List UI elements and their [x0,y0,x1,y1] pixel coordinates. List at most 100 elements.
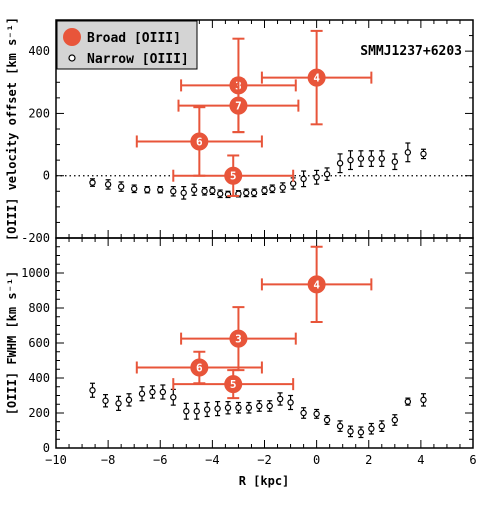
narrow-point-top [269,184,276,194]
narrow-marker [261,187,268,194]
legend-narrow-label: Narrow [OIII] [87,52,189,67]
narrow-marker [104,181,112,188]
narrow-point-bottom [276,392,284,406]
narrow-marker [420,396,427,404]
x-tick-label: −4 [205,453,219,467]
narrow-marker [201,188,208,195]
narrow-marker [203,406,211,413]
broad-marker [229,329,248,348]
narrow-point-top [130,184,138,194]
legend-broad-label: Broad [OIII] [87,31,181,46]
narrow-marker [357,429,365,436]
broad-point-top-7: 7 [177,78,300,134]
narrow-marker [300,175,307,183]
y-tick-label-top: 400 [28,44,50,58]
narrow-point-top [391,153,399,171]
y-tick-label-bottom: 1000 [21,266,50,280]
narrow-point-bottom [300,407,307,419]
narrow-point-top [313,169,320,185]
narrow-point-top [250,188,258,198]
narrow-point-bottom [138,386,146,402]
legend-box [56,20,198,70]
narrow-point-top [279,182,286,193]
narrow-point-bottom [420,393,427,407]
narrow-marker [378,155,385,162]
narrow-point-top [224,190,232,199]
broad-point-top-5: 5 [172,154,295,197]
y-tick-label-top: -200 [21,231,50,245]
narrow-point-bottom [193,402,200,420]
narrow-point-bottom [224,401,232,415]
broad-marker [307,68,326,87]
narrow-point-top [144,186,151,194]
narrow-point-top [157,186,164,194]
object-label: SMMJ1237+6203 [360,44,462,59]
narrow-point-top [89,178,96,187]
narrow-point-bottom [170,388,177,406]
broad-marker [224,375,243,394]
narrow-point-top [261,186,268,195]
y-tick-label-top: 0 [43,169,50,183]
narrow-marker [420,150,427,158]
narrow-point-bottom [214,401,221,417]
broad-marker-label: 3 [235,333,242,346]
broad-marker-label: 5 [230,378,237,391]
narrow-point-top [323,167,331,181]
broad-marker [307,275,326,294]
narrow-point-bottom [378,420,385,432]
narrow-point-top [420,148,427,160]
narrow-point-bottom [256,400,263,412]
broad-marker [229,96,248,115]
narrow-point-bottom [102,394,109,408]
narrow-point-bottom [313,408,320,419]
narrow-marker [347,428,354,435]
narrow-point-bottom [323,415,331,425]
x-tick-label: 0 [313,453,320,467]
narrow-marker [336,160,344,167]
narrow-point-top [216,189,224,199]
narrow-marker [269,185,276,192]
narrow-marker [102,397,109,404]
narrow-marker [391,416,399,424]
narrow-marker [224,404,232,411]
narrow-marker [323,416,331,424]
narrow-point-bottom [266,400,273,412]
narrow-marker [144,186,151,193]
legend-broad-marker [63,28,81,46]
narrow-point-top [368,150,375,167]
narrow-marker [130,185,138,192]
narrow-marker [276,395,284,403]
broad-marker-label: 5 [230,170,237,183]
y-tick-label-bottom: 600 [28,336,50,350]
narrow-marker [214,405,221,412]
narrow-point-top [190,183,198,196]
narrow-point-top [209,186,216,195]
broad-marker-label: 7 [235,100,242,113]
x-tick-label: 4 [417,453,424,467]
narrow-point-bottom [89,382,96,398]
narrow-marker [157,186,164,193]
narrow-point-bottom [159,384,167,400]
broad-marker-label: 6 [196,362,203,375]
narrow-marker [313,410,320,418]
narrow-point-top [170,186,177,197]
narrow-point-top [117,181,125,192]
narrow-marker [336,422,344,430]
narrow-point-bottom [149,385,156,399]
narrow-marker [404,149,412,156]
narrow-marker [180,189,187,197]
narrow-marker [170,394,177,401]
narrow-point-top [180,186,187,200]
narrow-marker [287,399,294,406]
narrow-point-top [347,150,354,171]
narrow-marker [266,402,273,410]
narrow-marker [313,174,320,181]
narrow-marker [183,408,190,415]
narrow-marker [323,170,331,178]
narrow-marker [209,187,216,194]
narrow-point-bottom [391,414,399,426]
y-tick-label-bottom: 200 [28,406,50,420]
narrow-marker [243,189,250,197]
